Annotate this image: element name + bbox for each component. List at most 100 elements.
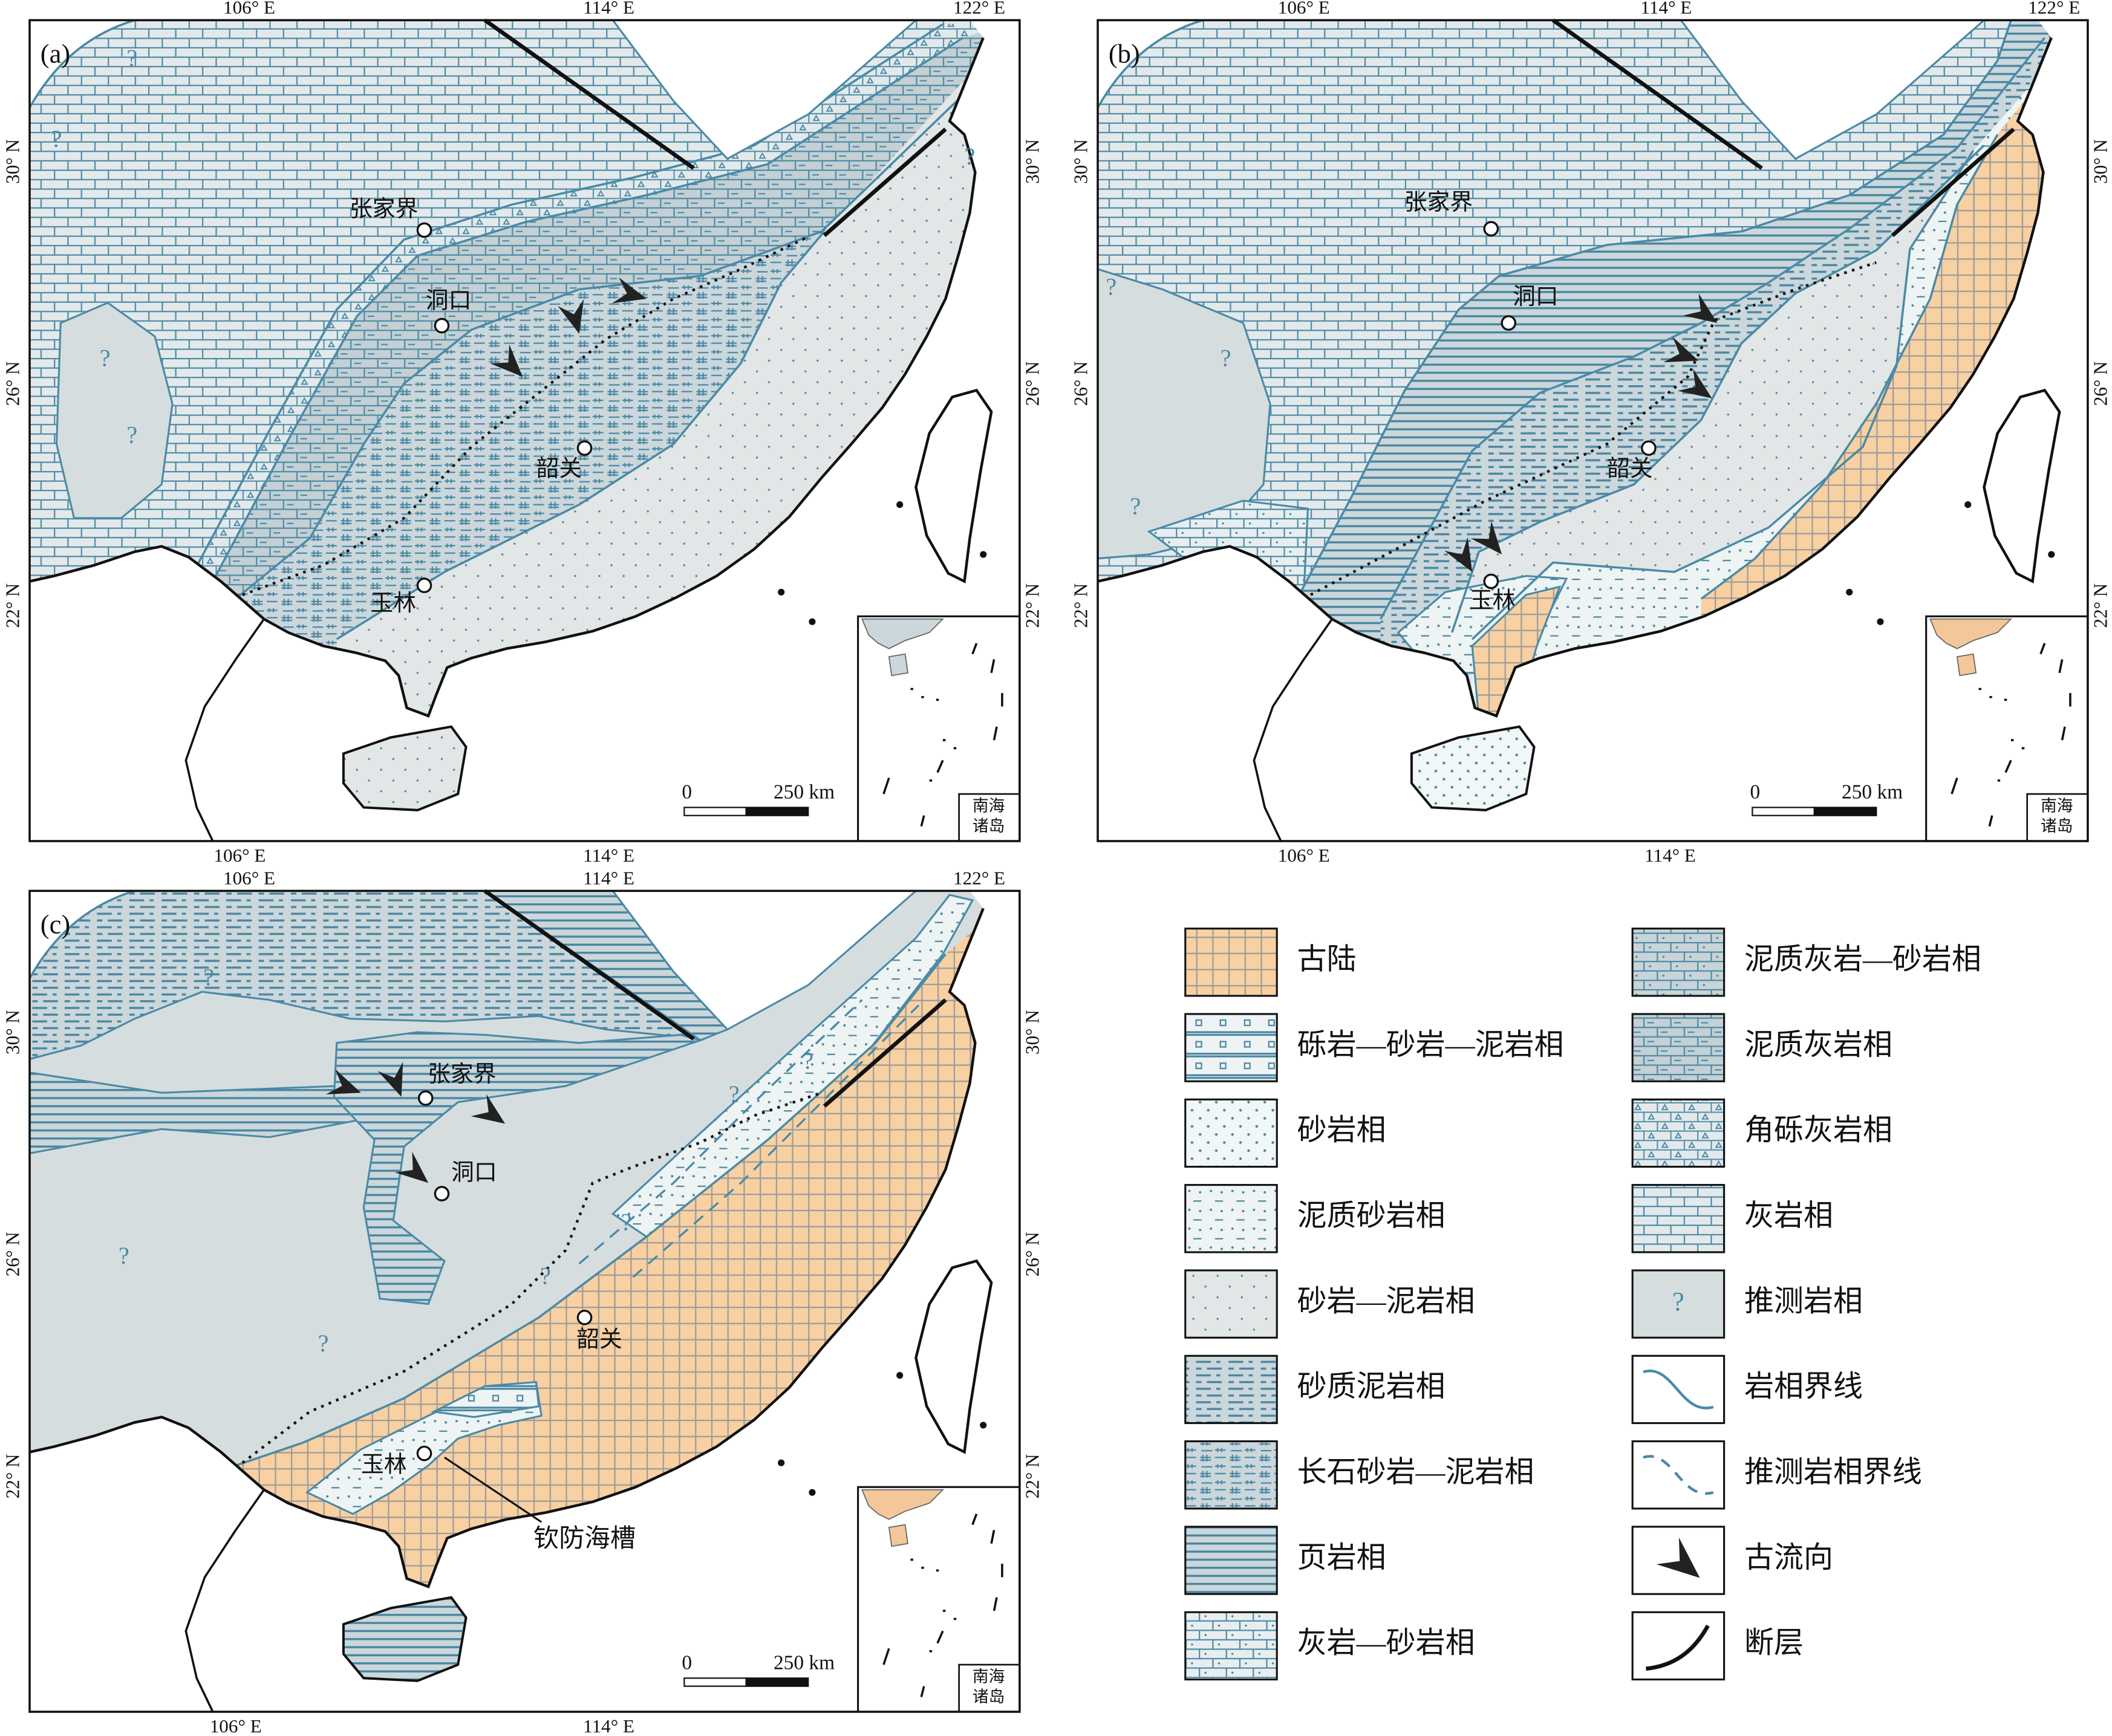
island-dot: [980, 1422, 987, 1429]
paleocurrent-arrow: [1663, 337, 1699, 363]
inset-label-box: [958, 1663, 1021, 1713]
scale-label: 0: [682, 1652, 692, 1674]
island-dot: [809, 1489, 816, 1496]
inset-coast: [861, 618, 945, 677]
legend-swatch: [1631, 928, 1726, 997]
city-marker: [416, 222, 432, 238]
paleocurrent-arrow: [377, 1062, 403, 1097]
legend-label: 推测岩相界线: [1744, 1455, 1922, 1488]
latitude-label: 22° N: [1071, 584, 1092, 628]
inset-label: 诸岛: [973, 1688, 1005, 1706]
legend-label: 推测岩相: [1744, 1284, 1863, 1318]
city-marker: [1501, 315, 1517, 331]
longitude-label: 122° E: [953, 868, 1005, 889]
facies-zone: [1411, 726, 1534, 810]
fault: [823, 998, 947, 1108]
city-label: 张家界: [428, 1062, 497, 1087]
mapped-edge: [28, 889, 135, 979]
paleocurrent-arrow: [611, 277, 647, 304]
fault: [823, 128, 947, 237]
uncertain-mark: ?: [1106, 273, 1116, 301]
facies-boundary: [1451, 145, 1985, 633]
coastline: [1097, 37, 2053, 718]
latitude-label: 22° N: [1022, 1454, 1043, 1499]
longitude-label: 106° E: [1278, 845, 1330, 866]
coastline: [184, 1489, 265, 1712]
city-label: 玉林: [1470, 588, 1516, 614]
island-dot: [778, 588, 785, 596]
scale-label: 250 km: [774, 1652, 835, 1674]
longitude-label: 106° E: [223, 0, 275, 18]
island-dot: [1877, 618, 1884, 625]
legend-dashed-line: [1643, 1455, 1714, 1495]
longitude-label: 114° E: [583, 868, 634, 889]
uncertain-mark: ?: [119, 1242, 129, 1269]
fault: [483, 18, 695, 170]
city-marker: [416, 1445, 432, 1461]
longitude-label: 106° E: [213, 845, 266, 866]
inset-label: 南海: [973, 796, 1005, 814]
latitude-label: 22° N: [2, 1454, 24, 1499]
legend-label: 泥质砂岩相: [1297, 1199, 1445, 1232]
longitude-label: 114° E: [1644, 845, 1696, 866]
longitude-label: 114° E: [583, 845, 634, 866]
coastline: [29, 908, 985, 1588]
paleocurrent-arrow: [490, 344, 523, 377]
longitude-label: 114° E: [583, 1715, 634, 1736]
island-dot: [896, 501, 904, 509]
legend-swatch: [1184, 1098, 1278, 1168]
facies-boundary: [1471, 150, 1975, 640]
latitude-label: 26° N: [1022, 1232, 1043, 1276]
scale-bar: [745, 1677, 809, 1687]
facies-boundary: [1380, 37, 2046, 620]
scale-label: 0: [1750, 781, 1760, 804]
city-label: 韶关: [576, 1327, 622, 1353]
legend-fault: [1646, 1624, 1710, 1671]
longitude-label: 106° E: [223, 868, 275, 889]
legend-symbol: ?: [1672, 1286, 1684, 1316]
city-marker: [1483, 573, 1499, 590]
latitude-label: 22° N: [2, 584, 24, 628]
inset-label: 诸岛: [2041, 817, 2073, 835]
legend-label: 断层: [1744, 1626, 1804, 1659]
uncertain-mark: ?: [1221, 345, 1231, 372]
mapped-edge: [28, 19, 135, 108]
legend-swatch: [1184, 1184, 1278, 1253]
inset-dashes: [882, 1513, 1003, 1697]
inset-dashes: [882, 643, 1003, 827]
facies-boundary: [235, 953, 947, 1467]
fault: [1891, 128, 2015, 237]
longitude-label: 114° E: [1640, 0, 1692, 18]
inferred-boundary: [578, 999, 863, 1265]
annotation: 钦防海槽: [533, 1524, 636, 1553]
leader-line: [444, 1457, 543, 1523]
map-frame: [28, 889, 1021, 1713]
fault: [1551, 18, 1763, 170]
inferred-boundary: [632, 1004, 920, 1278]
island-dot: [896, 1371, 904, 1379]
paleocurrent-arrow: [326, 1068, 361, 1094]
legend-label: 灰岩—砂岩相: [1297, 1626, 1475, 1659]
city-marker: [576, 1310, 593, 1325]
city-label: 张家界: [350, 197, 419, 222]
legend-label: 页岩相: [1297, 1541, 1386, 1574]
paleocurrent-arrow: [471, 1094, 506, 1124]
latitude-label: 26° N: [2, 1232, 24, 1276]
panel-label: (b): [1109, 39, 1140, 69]
uncertain-mark: ?: [965, 143, 976, 170]
latitude-label: 22° N: [2090, 584, 2111, 628]
panel-label: (a): [41, 39, 70, 69]
uncertain-mark: ?: [540, 1263, 551, 1290]
uncertain-mark: ?: [100, 345, 111, 372]
city-label: 张家界: [1404, 190, 1473, 215]
inset-label: 南海: [2041, 796, 2073, 814]
uncertain-mark: ?: [126, 44, 137, 71]
city-label: 玉林: [361, 1452, 407, 1478]
latitude-label: 26° N: [2090, 361, 2111, 406]
city-label: 玉林: [370, 591, 416, 616]
legend-label: 砾岩—砂岩—泥岩相: [1297, 1028, 1564, 1061]
paleocurrent-arrow: [1470, 521, 1502, 554]
mapped-edge: [1097, 19, 1204, 108]
city-label: 洞口: [451, 1160, 497, 1186]
